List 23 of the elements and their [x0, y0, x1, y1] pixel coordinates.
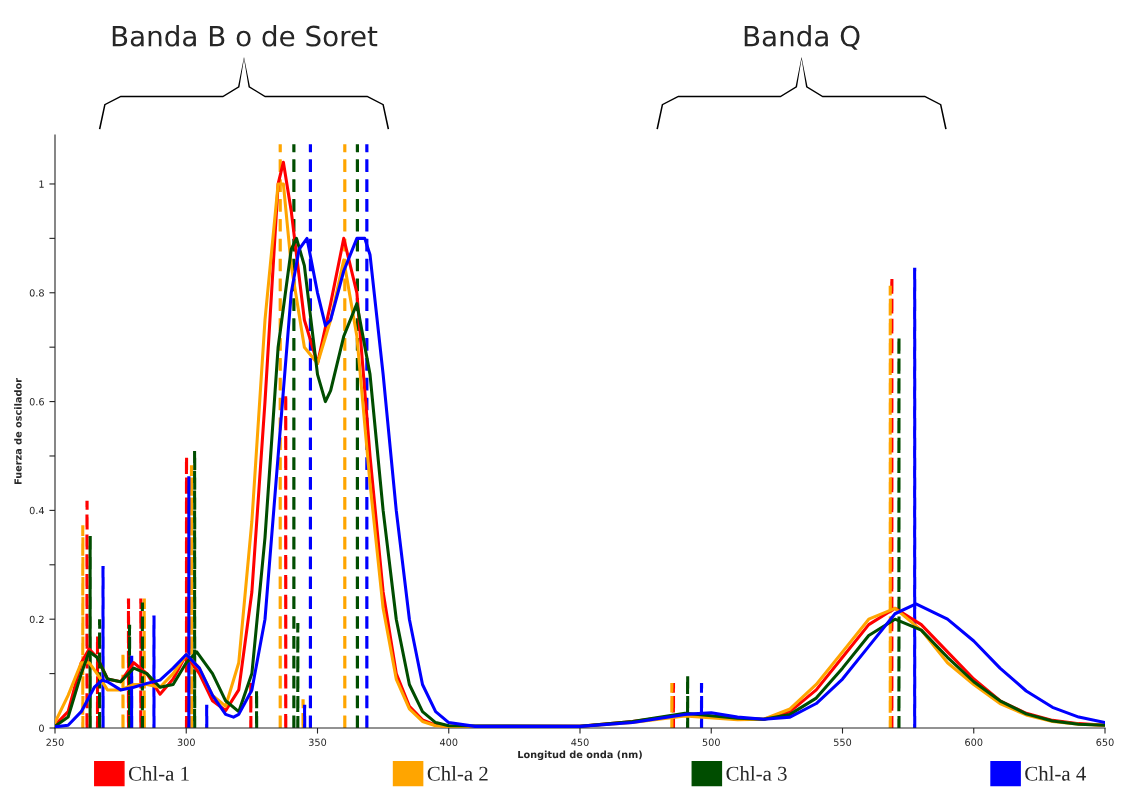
y-tick-label: 0.8 — [29, 289, 44, 297]
y-tick-label: 0.2 — [29, 615, 44, 624]
y-tick-label: 0 — [39, 724, 44, 732]
legend-label: Chl-a 3 — [726, 766, 787, 781]
y-tick-label: 0.4 — [29, 506, 45, 515]
legend-label: Chl-a 2 — [427, 766, 488, 781]
x-tick-label: 400 — [439, 738, 458, 746]
x-tick-label: 300 — [177, 738, 195, 746]
x-tick-label: 550 — [833, 738, 852, 746]
y-tick-label: 1 — [39, 180, 44, 188]
legend-label: Chl-a 1 — [128, 766, 189, 781]
y-tick-label: 0.6 — [29, 398, 44, 406]
x-tick-label: 500 — [702, 738, 720, 746]
text: Banda Q — [744, 25, 860, 50]
y-axis-title: Fuerza de oscilador — [14, 378, 22, 485]
text: Banda B o de Soret — [112, 25, 378, 47]
x-tick-label: 250 — [46, 738, 64, 746]
x-tick-label: 650 — [1096, 738, 1114, 746]
x-tick-label: 350 — [308, 738, 327, 746]
x-axis-title: Longitud de onda (nm) — [518, 750, 642, 761]
x-tick-label: 450 — [571, 738, 589, 746]
x-tick-label: 600 — [965, 738, 983, 746]
legend-label: Chl-a 4 — [1025, 766, 1086, 781]
